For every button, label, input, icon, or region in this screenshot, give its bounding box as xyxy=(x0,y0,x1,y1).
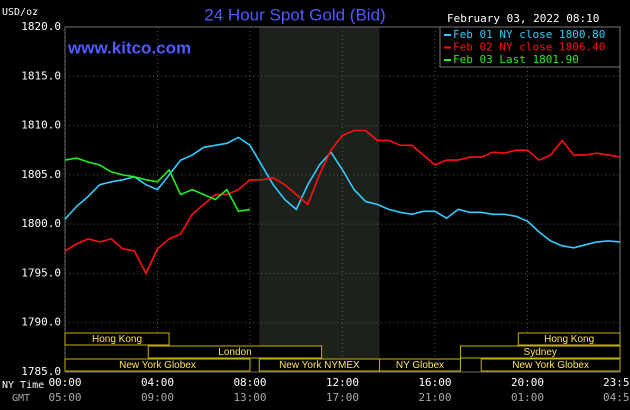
legend-label: Feb 01 NY close 1800.80 xyxy=(453,28,605,41)
y-tick-label: 1800.0 xyxy=(21,217,61,230)
session-label: New York Globex xyxy=(512,360,589,371)
x2-tick-label: 17:00 xyxy=(326,391,359,404)
x2-tick-label: 01:00 xyxy=(511,391,544,404)
x-row-label: NY Time xyxy=(2,380,44,391)
x2-tick-label: 13:00 xyxy=(233,391,266,404)
y-tick-label: 1815.0 xyxy=(21,69,61,82)
background xyxy=(259,27,380,372)
session-bar xyxy=(64,332,170,346)
series-line xyxy=(64,157,251,213)
x2-tick-label: 05:00 xyxy=(48,391,81,404)
y-tick-label: 1790.0 xyxy=(21,316,61,329)
x-tick-label: 23:59 xyxy=(603,376,630,389)
session-bar xyxy=(517,332,621,346)
legend-label: Feb 03 Last 1801.90 xyxy=(453,53,579,66)
y-tick-label: 1820.0 xyxy=(21,20,61,33)
x-tick-label: 08:00 xyxy=(233,376,266,389)
legend-label: Feb 02 NY close 1806.40 xyxy=(453,41,605,54)
session-bar xyxy=(147,345,323,359)
session-label: Hong Kong xyxy=(92,334,142,345)
y-axis-label: USD/oz xyxy=(2,7,38,18)
y-tick-label: 1795.0 xyxy=(21,266,61,279)
chart-title: 24 Hour Spot Gold (Bid) xyxy=(204,5,385,24)
x-tick-label: 16:00 xyxy=(418,376,451,389)
session-label: NY Globex xyxy=(396,360,444,371)
legend-box xyxy=(439,26,621,68)
session-label: New York Globex xyxy=(119,360,196,371)
session-bar xyxy=(64,358,251,372)
session-bar xyxy=(459,345,621,359)
x-tick-label: 12:00 xyxy=(326,376,359,389)
session-label: London xyxy=(218,347,251,358)
session-bar xyxy=(379,358,461,372)
session-label: Hong Kong xyxy=(544,334,594,345)
session-bar xyxy=(480,358,621,372)
timestamp: February 03, 2022 08:10 xyxy=(447,12,599,25)
x2-row-label: GMT xyxy=(12,393,30,404)
y-tick-label: 1810.0 xyxy=(21,119,61,132)
x2-tick-label: 09:00 xyxy=(141,391,174,404)
x-tick-label: 00:00 xyxy=(48,376,81,389)
session-label: New York NYMEX xyxy=(279,360,360,371)
x2-tick-label: 04:59 xyxy=(603,391,630,404)
y-tick-label: 1785.0 xyxy=(21,365,61,378)
series-line xyxy=(64,136,621,249)
series-line xyxy=(64,129,621,276)
session-shade xyxy=(259,27,380,372)
x-tick-label: 20:00 xyxy=(511,376,544,389)
session-label: Sydney xyxy=(524,347,557,358)
y-tick-label: 1805.0 xyxy=(21,168,61,181)
x2-tick-label: 21:00 xyxy=(418,391,451,404)
watermark: www.kitco.com xyxy=(67,38,191,57)
x-tick-label: 04:00 xyxy=(141,376,174,389)
